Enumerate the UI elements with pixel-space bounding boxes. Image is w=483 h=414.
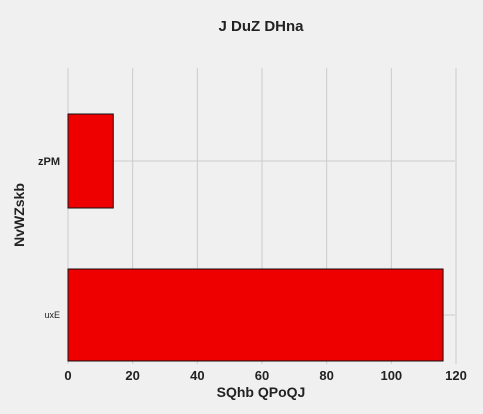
x-tick-label: 0 bbox=[64, 368, 71, 383]
x-tick-label: 120 bbox=[445, 368, 467, 383]
y-category-label: zPM bbox=[38, 156, 60, 168]
x-axis-label: SQhb QPoQJ bbox=[217, 384, 306, 400]
x-tick-label: 40 bbox=[190, 368, 204, 383]
x-tick-label: 80 bbox=[319, 368, 333, 383]
x-tick-label: 60 bbox=[255, 368, 269, 383]
bar bbox=[68, 114, 113, 208]
bar bbox=[68, 269, 443, 361]
y-category-label: uxE bbox=[44, 310, 60, 320]
chart-title: J DuZ DHna bbox=[218, 18, 304, 35]
x-tick-label: 20 bbox=[125, 368, 139, 383]
y-axis-label: NvWZskb bbox=[11, 183, 27, 247]
x-tick-label: 100 bbox=[380, 368, 402, 383]
